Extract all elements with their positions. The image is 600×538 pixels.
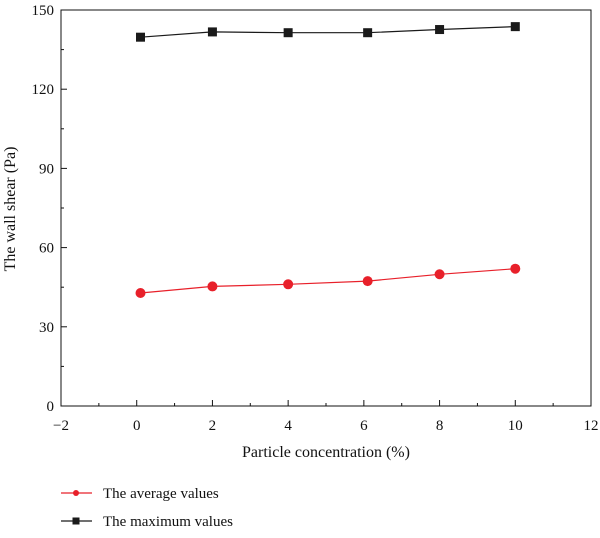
- y-tick-label: 150: [32, 3, 55, 19]
- x-tick-label: 12: [584, 418, 599, 434]
- x-tick-label: 8: [436, 418, 444, 434]
- x-tick-label: 10: [508, 418, 523, 434]
- data-point: [362, 276, 373, 287]
- y-tick-label: 60: [39, 241, 54, 257]
- data-point: [363, 28, 373, 38]
- data-point: [510, 263, 521, 274]
- series-0: [135, 263, 521, 299]
- data-point: [283, 279, 294, 290]
- y-axis-title: The wall shear (Pa): [2, 147, 19, 272]
- legend-label: The average values: [103, 486, 219, 502]
- data-point: [434, 269, 445, 280]
- data-point: [207, 27, 217, 37]
- legend-marker: [72, 517, 80, 525]
- series-layer: [135, 22, 521, 299]
- series-1: [136, 22, 520, 42]
- data-point: [207, 281, 218, 292]
- legend-entry: The average values: [61, 486, 219, 502]
- plot-frame: [60, 9, 592, 407]
- data-point: [510, 22, 520, 32]
- x-tick-label: 0: [133, 418, 141, 434]
- data-point: [135, 288, 146, 299]
- legend-label: The maximum values: [103, 514, 233, 530]
- series-line: [140, 26, 516, 38]
- y-tick-label: 0: [47, 399, 55, 415]
- x-tick-label: 4: [284, 418, 292, 434]
- data-point: [283, 28, 293, 38]
- y-tick-label: 120: [32, 82, 55, 98]
- y-tick-label: 90: [39, 161, 54, 177]
- data-point: [435, 25, 445, 35]
- x-axis-title: Particle concentration (%): [242, 444, 410, 461]
- legend-entry: The maximum values: [61, 514, 233, 530]
- x-tick-label: 6: [360, 418, 368, 434]
- x-tick-label: 2: [209, 418, 217, 434]
- series-line: [140, 268, 516, 294]
- legend-marker: [73, 490, 79, 496]
- data-point: [136, 32, 145, 42]
- legend: The average values The maximum values: [61, 486, 233, 530]
- y-tick-label: 30: [39, 320, 54, 336]
- x-tick-label: −2: [53, 418, 69, 434]
